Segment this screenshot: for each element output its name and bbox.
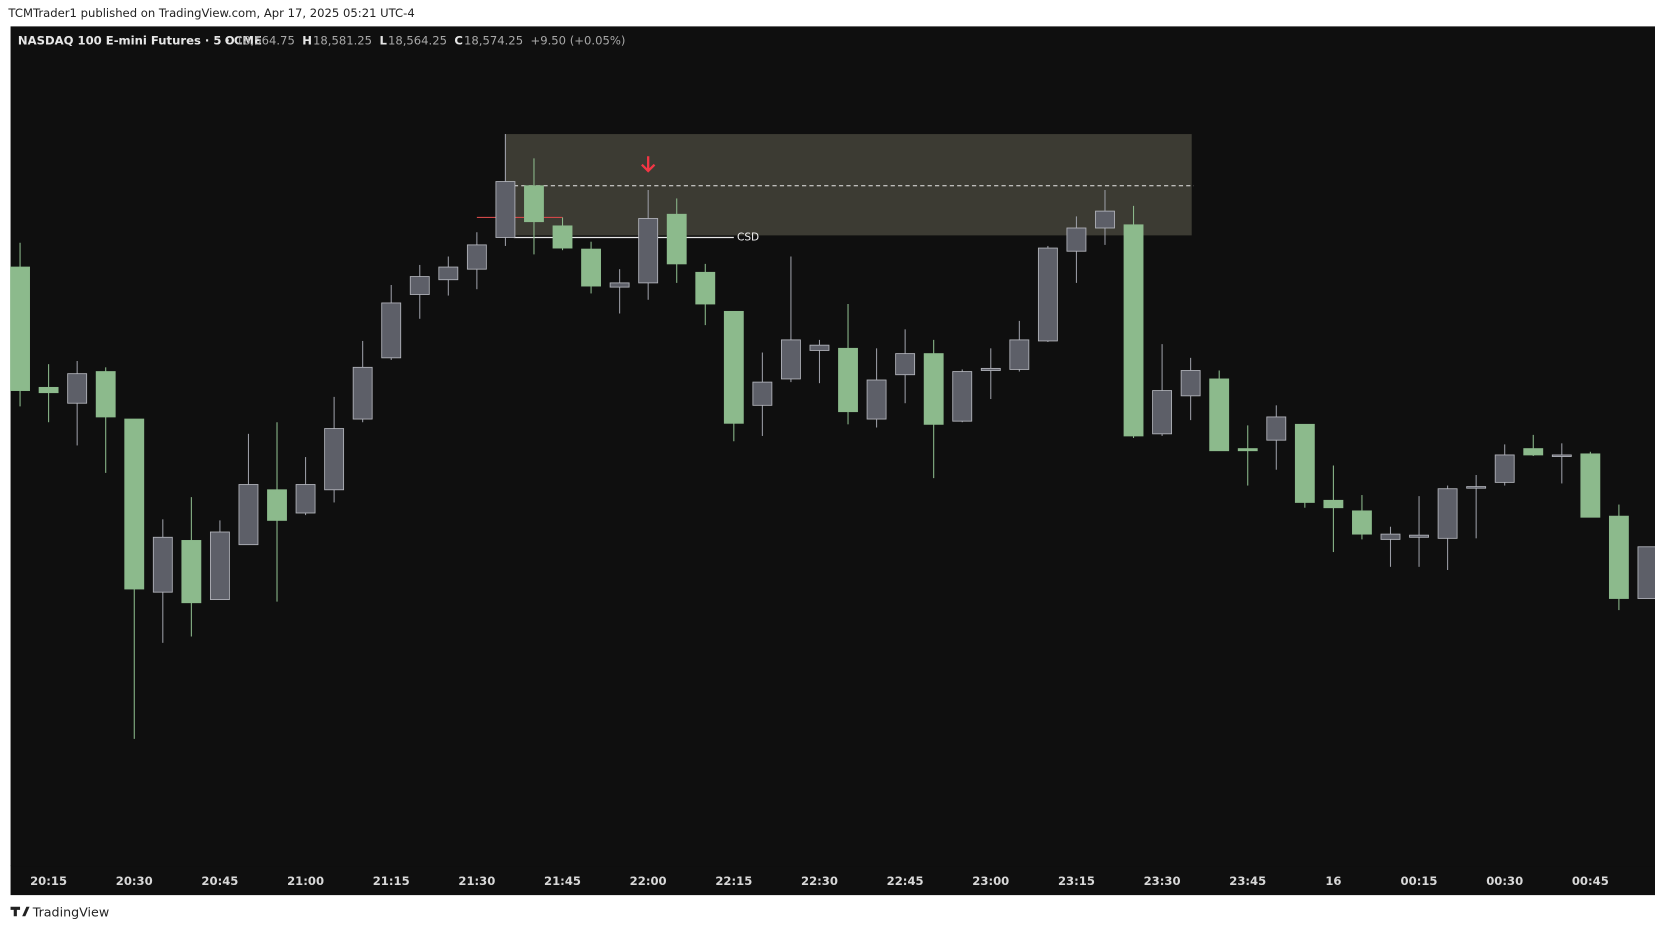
candle-body xyxy=(1608,515,1629,599)
x-tick-label: 22:30 xyxy=(801,874,838,888)
candle-body xyxy=(723,310,744,424)
candle-body xyxy=(1266,416,1287,441)
ohlc-legend: O 18,564.75 H 18,581.25 L 18,564.25 C 18,574.25… xyxy=(225,34,626,48)
candle-body xyxy=(1095,210,1115,229)
candle-body xyxy=(838,347,858,413)
ohlc-key: C xyxy=(454,34,463,48)
candle-body xyxy=(980,367,1001,371)
candle-body xyxy=(438,266,459,281)
candle-body xyxy=(895,353,916,376)
candle-body xyxy=(95,371,116,418)
candle-body xyxy=(466,244,487,270)
ohlc-change: +9.50 (+0.05%) xyxy=(530,34,625,48)
candle-body xyxy=(10,266,30,391)
candle-body xyxy=(1580,453,1601,518)
candle-body xyxy=(181,540,202,604)
supply-zone xyxy=(505,134,1192,236)
x-tick-label: 20:15 xyxy=(30,874,67,888)
candle-body xyxy=(695,271,716,305)
candle-body xyxy=(866,379,887,420)
candle-body xyxy=(1237,448,1258,452)
candle-body xyxy=(409,276,430,295)
candle-body xyxy=(1294,423,1315,503)
candle-body xyxy=(638,218,659,284)
x-tick-label: 21:30 xyxy=(458,874,495,888)
x-tick-label: 22:00 xyxy=(630,874,667,888)
candle-body xyxy=(1037,247,1058,342)
x-tick-label: 00:45 xyxy=(1572,874,1609,888)
candle-body xyxy=(1551,454,1572,457)
candle-body xyxy=(1323,499,1344,509)
candle-body xyxy=(1380,533,1401,540)
ohlc-key: O xyxy=(225,34,235,48)
ohlc-key: L xyxy=(379,34,387,48)
candle-body xyxy=(952,371,973,422)
candle-body xyxy=(1066,227,1087,252)
x-tick-label: 20:30 xyxy=(116,874,153,888)
x-tick-label: 21:00 xyxy=(287,874,324,888)
x-tick-label: 21:15 xyxy=(373,874,410,888)
candle-body xyxy=(1009,339,1030,370)
candle-body xyxy=(1437,488,1458,539)
ohlc-value: 18,574.25 xyxy=(464,34,523,48)
candle-body xyxy=(238,484,259,546)
candle-body xyxy=(1209,378,1230,452)
ohlc-value: 18,564.25 xyxy=(388,34,447,48)
candle-body xyxy=(1409,534,1429,538)
ohlc-key: H xyxy=(302,34,312,48)
x-tick-label: 23:45 xyxy=(1229,874,1266,888)
x-tick-label: 22:45 xyxy=(887,874,924,888)
candle-body xyxy=(752,381,773,406)
csd-label: CSD xyxy=(737,231,759,243)
candle-body xyxy=(809,344,830,351)
candle-body xyxy=(1466,486,1487,489)
candle-body xyxy=(124,418,145,590)
candle-body xyxy=(609,282,630,288)
x-tick-label: 20:45 xyxy=(201,874,238,888)
candle-body xyxy=(1494,454,1515,483)
plot: CSD 20:15 20:30 20:45 21:00 21:15 21:30 21:45 22… xyxy=(10,134,1655,888)
candle-body xyxy=(1152,390,1173,435)
candle-body xyxy=(524,185,544,223)
x-tick-label: 23:00 xyxy=(972,874,1009,888)
candle-body xyxy=(381,302,402,359)
x-tick-label: 21:45 xyxy=(544,874,581,888)
x-tick-label: 22:15 xyxy=(715,874,752,888)
candle-body xyxy=(666,213,687,265)
ohlc-value: 18,564.75 xyxy=(236,34,295,48)
brand-logo xyxy=(10,906,30,917)
candle-body xyxy=(923,353,944,425)
candle-body xyxy=(38,386,59,394)
candle-body xyxy=(152,536,173,593)
candle-body xyxy=(552,225,573,249)
candle-body xyxy=(495,181,516,238)
x-tick-label: 00:30 xyxy=(1486,874,1523,888)
x-tick-label: 23:15 xyxy=(1058,874,1095,888)
candle-body xyxy=(267,489,287,521)
candle-body xyxy=(67,373,88,404)
candle-body xyxy=(295,484,316,514)
candle-body xyxy=(581,248,601,287)
candle-body xyxy=(209,531,230,600)
candle-body xyxy=(1123,224,1144,437)
ohlc-value: 18,581.25 xyxy=(313,34,372,48)
x-tick-label: 23:30 xyxy=(1144,874,1181,888)
candle-body xyxy=(324,428,345,491)
candle-body xyxy=(1637,546,1655,599)
x-tick-label: 00:15 xyxy=(1401,874,1438,888)
candle-body xyxy=(1523,448,1544,456)
footer-brand: TradingView xyxy=(32,905,109,920)
sell-arrow xyxy=(641,156,656,173)
candle-body xyxy=(781,339,801,380)
candle-body xyxy=(352,366,373,420)
x-tick-label: 16 xyxy=(1325,874,1341,888)
candle-body xyxy=(1180,370,1201,397)
candle-body xyxy=(1352,510,1372,535)
symbol-title[interactable]: NASDAQ 100 E-mini Futures · 5 · CME xyxy=(18,34,262,48)
publish-info: TCMTrader1 published on TradingView.com,… xyxy=(7,6,414,20)
